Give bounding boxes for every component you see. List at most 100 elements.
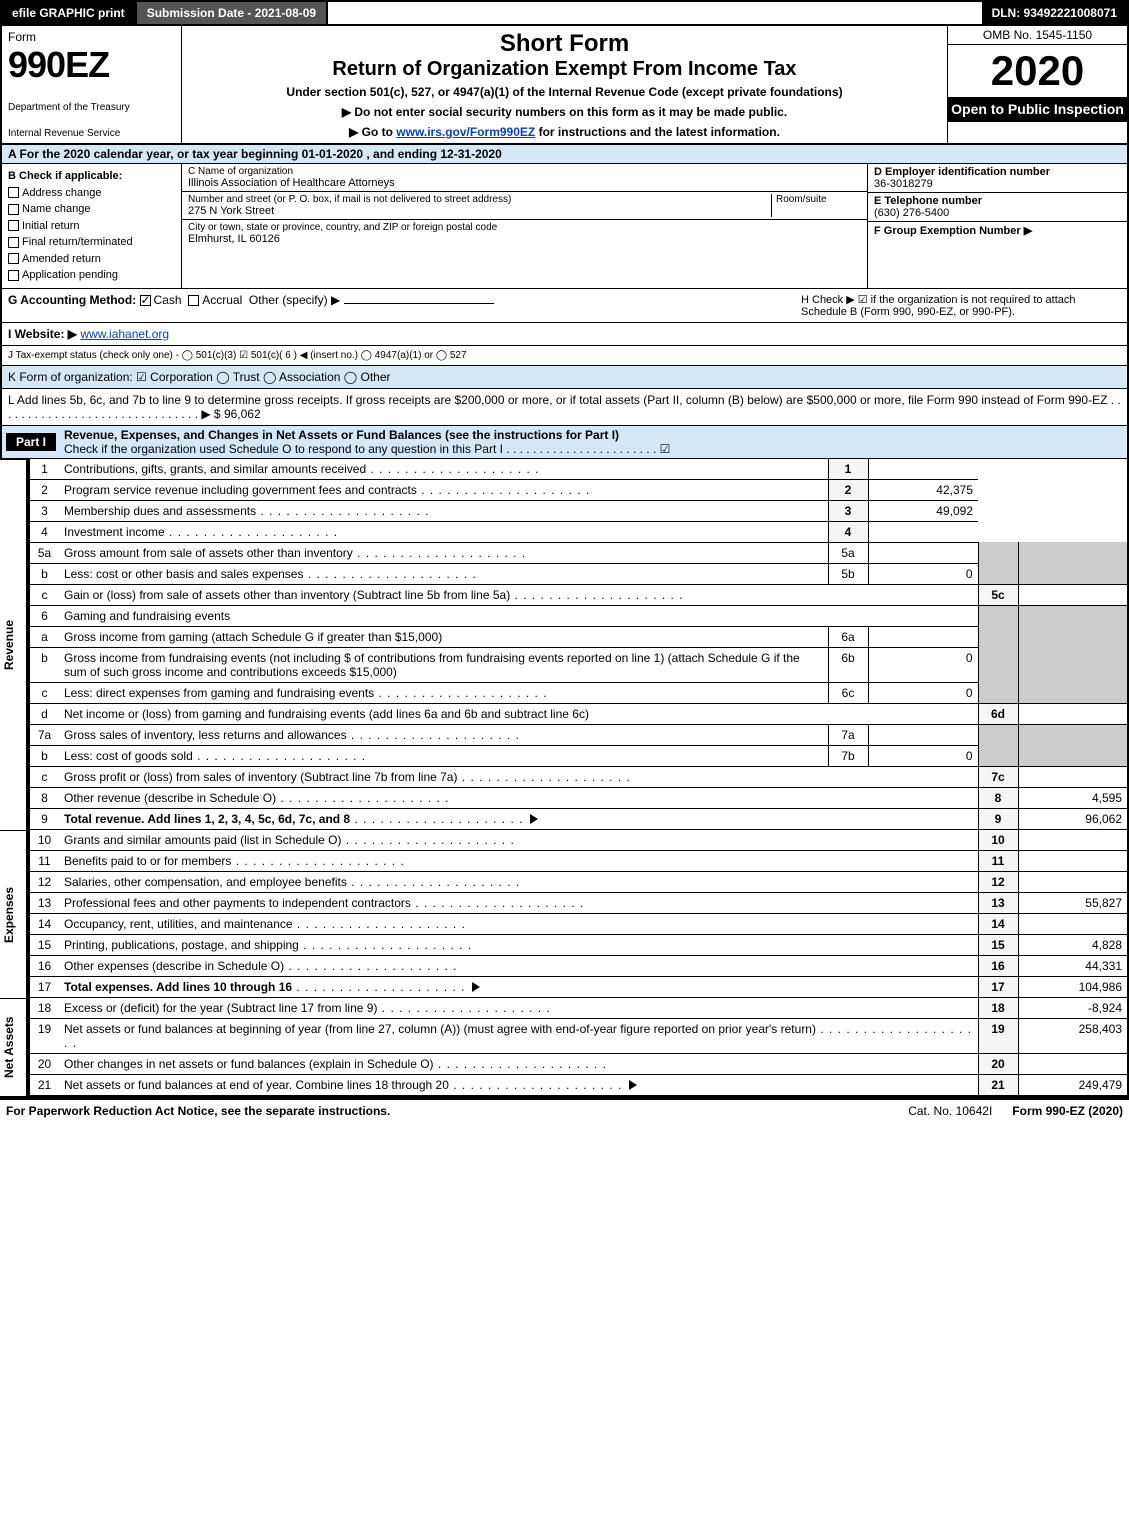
line-7a-num: 7a <box>29 724 59 745</box>
line-2-val: 42,375 <box>868 479 978 500</box>
line-16: 16Other expenses (describe in Schedule O… <box>29 955 1128 976</box>
line-12-val <box>1018 871 1128 892</box>
website-link[interactable]: www.iahanet.org <box>80 327 169 341</box>
line-7b-sub: 7b <box>828 745 868 766</box>
line-5a-sub: 5a <box>828 542 868 563</box>
line-13: 13Professional fees and other payments t… <box>29 892 1128 913</box>
line-21-desc-text: Net assets or fund balances at end of ye… <box>64 1078 449 1092</box>
line-5a-desc: Gross amount from sale of assets other t… <box>59 542 828 563</box>
line-6-greyval <box>1018 605 1128 703</box>
line-11-val <box>1018 850 1128 871</box>
dept-treasury: Department of the Treasury <box>8 102 175 113</box>
line-6d-val <box>1018 703 1128 724</box>
block-j: J Tax-exempt status (check only one) - ◯… <box>0 346 1129 366</box>
chk-final-return[interactable]: Final return/terminated <box>8 234 175 251</box>
line-2: 2Program service revenue including gover… <box>29 479 1128 500</box>
line-14-desc: Occupancy, rent, utilities, and maintena… <box>59 913 978 934</box>
line-7a-sv <box>868 724 978 745</box>
line-10-num: 10 <box>29 830 59 851</box>
line-3-num: 3 <box>29 500 59 521</box>
address-value: 275 N York Street <box>188 205 771 217</box>
public-notice: Open to Public Inspection <box>948 97 1127 122</box>
col-d: D Employer identification number 36-3018… <box>867 164 1127 288</box>
col-b-title: B Check if applicable: <box>8 168 175 185</box>
line-10-lnum: 10 <box>978 830 1018 851</box>
tel-row: E Telephone number (630) 276-5400 <box>868 193 1127 222</box>
line-19-lnum: 19 <box>978 1018 1018 1053</box>
chk-amended-return[interactable]: Amended return <box>8 251 175 268</box>
line-4-val <box>868 521 978 542</box>
part1-label: Part I <box>6 433 56 451</box>
expenses-table: 10Grants and similar amounts paid (list … <box>28 830 1129 998</box>
line-8-desc: Other revenue (describe in Schedule O) <box>59 787 978 808</box>
chk-accrual[interactable] <box>188 295 199 306</box>
irs-label: Internal Revenue Service <box>8 128 175 139</box>
line-14-val <box>1018 913 1128 934</box>
line-7ab-greyval <box>1018 724 1128 766</box>
line-7c-val <box>1018 766 1128 787</box>
line-6c-sv: 0 <box>868 682 978 703</box>
room-label: Room/suite <box>776 194 861 205</box>
side-expenses: Expenses <box>0 830 28 998</box>
line-8: 8Other revenue (describe in Schedule O)8… <box>29 787 1128 808</box>
line-15-val: 4,828 <box>1018 934 1128 955</box>
line-5a: 5aGross amount from sale of assets other… <box>29 542 1128 563</box>
chk-initial-return[interactable]: Initial return <box>8 218 175 235</box>
line-5b-desc: Less: cost or other basis and sales expe… <box>59 563 828 584</box>
line-18-desc: Excess or (deficit) for the year (Subtra… <box>59 998 978 1019</box>
block-bcd: B Check if applicable: Address change Na… <box>0 164 1129 289</box>
line-5a-sv <box>868 542 978 563</box>
chk-application-pending[interactable]: Application pending <box>8 267 175 284</box>
line-18-val: -8,924 <box>1018 998 1128 1019</box>
tel-value: (630) 276-5400 <box>874 207 1121 219</box>
line-19-val: 258,403 <box>1018 1018 1128 1053</box>
line-10: 10Grants and similar amounts paid (list … <box>29 830 1128 851</box>
line-6b: bGross income from fundraising events (n… <box>29 647 1128 682</box>
line-7c-lnum: 7c <box>978 766 1018 787</box>
ein-value: 36-3018279 <box>874 178 1121 190</box>
form-word: Form <box>8 30 175 44</box>
line-20-desc: Other changes in net assets or fund bala… <box>59 1053 978 1074</box>
line-11-num: 11 <box>29 850 59 871</box>
tel-label: E Telephone number <box>874 195 1121 207</box>
efile-label[interactable]: efile GRAPHIC print <box>2 2 135 24</box>
line-17-desc: Total expenses. Add lines 10 through 16 <box>59 976 978 997</box>
line-7c-desc: Gross profit or (loss) from sales of inv… <box>59 766 978 787</box>
g-cash: Cash <box>154 293 182 307</box>
line-6a-num: a <box>29 626 59 647</box>
line-19-num: 19 <box>29 1018 59 1053</box>
line-21-num: 21 <box>29 1074 59 1095</box>
net-assets-section: Net Assets 18Excess or (deficit) for the… <box>0 998 1129 1098</box>
line-2-desc: Program service revenue including govern… <box>59 479 828 500</box>
line-18: 18Excess or (deficit) for the year (Subt… <box>29 998 1128 1019</box>
g-other-line[interactable] <box>344 303 494 304</box>
org-name: Illinois Association of Healthcare Attor… <box>188 177 861 189</box>
line-19: 19Net assets or fund balances at beginni… <box>29 1018 1128 1053</box>
org-name-row: C Name of organization Illinois Associat… <box>182 164 867 192</box>
irs-link[interactable]: www.irs.gov/Form990EZ <box>396 125 535 139</box>
line-15-lnum: 15 <box>978 934 1018 955</box>
line-5c-val <box>1018 584 1128 605</box>
chk-name-change[interactable]: Name change <box>8 201 175 218</box>
line-6-desc: Gaming and fundraising events <box>59 605 978 626</box>
triangle-icon <box>530 814 538 824</box>
chk-amended-return-label: Amended return <box>22 253 101 265</box>
line-6d-lnum: 6d <box>978 703 1018 724</box>
line-1-desc: Contributions, gifts, grants, and simila… <box>59 459 828 480</box>
chk-cash[interactable] <box>140 295 151 306</box>
submission-date: Submission Date - 2021-08-09 <box>135 2 326 24</box>
line-7b-num: b <box>29 745 59 766</box>
line-19-desc: Net assets or fund balances at beginning… <box>59 1018 978 1053</box>
side-net-assets: Net Assets <box>0 998 28 1096</box>
line-15-desc: Printing, publications, postage, and shi… <box>59 934 978 955</box>
line-5ab-greyval <box>1018 542 1128 584</box>
g-accounting: G Accounting Method: Cash Accrual Other … <box>8 293 801 318</box>
chk-address-change[interactable]: Address change <box>8 185 175 202</box>
line-6a-desc: Gross income from gaming (attach Schedul… <box>59 626 828 647</box>
line-3-lnum: 3 <box>828 500 868 521</box>
line-21-val: 249,479 <box>1018 1074 1128 1095</box>
line-8-lnum: 8 <box>978 787 1018 808</box>
header-left: Form 990EZ Department of the Treasury In… <box>2 26 182 143</box>
tax-year: 2020 <box>948 45 1127 97</box>
line-16-num: 16 <box>29 955 59 976</box>
